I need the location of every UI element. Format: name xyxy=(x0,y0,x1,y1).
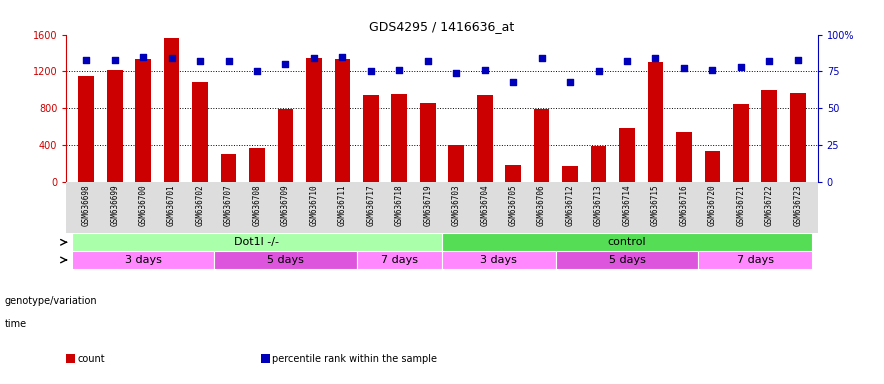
Text: GSM636707: GSM636707 xyxy=(224,184,233,226)
Point xyxy=(335,54,349,60)
Bar xyxy=(278,109,293,182)
Bar xyxy=(442,233,812,251)
Text: GSM636720: GSM636720 xyxy=(708,184,717,226)
Bar xyxy=(733,104,749,182)
Point xyxy=(80,56,94,63)
Bar xyxy=(363,95,378,182)
Point xyxy=(734,64,748,70)
Text: GSM636722: GSM636722 xyxy=(765,184,774,226)
Bar xyxy=(79,76,94,182)
Text: GSM636701: GSM636701 xyxy=(167,184,176,226)
Bar xyxy=(442,251,556,269)
Point xyxy=(591,68,606,74)
Text: GSM636704: GSM636704 xyxy=(480,184,489,226)
Bar xyxy=(790,93,805,182)
Text: GSM636718: GSM636718 xyxy=(395,184,404,226)
Point xyxy=(364,68,378,74)
Point xyxy=(449,70,463,76)
Bar xyxy=(192,83,208,182)
Point xyxy=(250,68,264,74)
Point xyxy=(762,58,776,64)
Title: GDS4295 / 1416636_at: GDS4295 / 1416636_at xyxy=(370,20,514,33)
Text: 3 days: 3 days xyxy=(481,255,517,265)
Text: time: time xyxy=(4,319,27,329)
Point xyxy=(535,55,549,61)
Text: 5 days: 5 days xyxy=(267,255,304,265)
Text: GSM636716: GSM636716 xyxy=(680,184,689,226)
Text: GSM636723: GSM636723 xyxy=(793,184,803,226)
Point xyxy=(506,79,520,85)
Point xyxy=(136,54,150,60)
Point xyxy=(477,67,492,73)
Bar xyxy=(164,38,179,182)
Bar xyxy=(221,154,236,182)
Text: 7 days: 7 days xyxy=(736,255,774,265)
Point xyxy=(421,58,435,64)
Bar xyxy=(591,146,606,182)
Text: GSM636705: GSM636705 xyxy=(508,184,518,226)
Point xyxy=(790,56,804,63)
Point xyxy=(278,61,293,67)
Bar xyxy=(306,58,322,182)
Text: 5 days: 5 days xyxy=(608,255,645,265)
Text: 7 days: 7 days xyxy=(381,255,418,265)
Bar xyxy=(214,251,356,269)
Bar xyxy=(72,251,214,269)
Point xyxy=(164,55,179,61)
Text: GSM636699: GSM636699 xyxy=(110,184,119,226)
Point xyxy=(108,56,122,63)
Bar xyxy=(448,145,464,182)
Text: GSM636714: GSM636714 xyxy=(622,184,631,226)
Text: GSM636708: GSM636708 xyxy=(253,184,262,226)
Bar xyxy=(420,103,436,182)
Text: Dot1l -/-: Dot1l -/- xyxy=(234,237,279,247)
Bar xyxy=(392,94,408,182)
Point xyxy=(620,58,634,64)
Text: count: count xyxy=(78,354,105,364)
Text: GSM636702: GSM636702 xyxy=(195,184,204,226)
Text: GSM636715: GSM636715 xyxy=(651,184,660,226)
Text: genotype/variation: genotype/variation xyxy=(4,296,97,306)
Bar xyxy=(107,70,123,182)
Text: GSM636698: GSM636698 xyxy=(81,184,91,226)
Text: GSM636709: GSM636709 xyxy=(281,184,290,226)
Text: control: control xyxy=(607,237,646,247)
Text: GSM636710: GSM636710 xyxy=(309,184,318,226)
Bar xyxy=(72,233,442,251)
Bar xyxy=(648,62,663,182)
Point xyxy=(193,58,207,64)
Bar xyxy=(135,60,151,182)
Text: GSM636712: GSM636712 xyxy=(566,184,575,226)
Bar xyxy=(506,165,521,182)
Bar xyxy=(556,251,698,269)
Text: GSM636719: GSM636719 xyxy=(423,184,432,226)
Text: percentile rank within the sample: percentile rank within the sample xyxy=(272,354,438,364)
Point xyxy=(563,79,577,85)
Bar xyxy=(334,60,350,182)
Bar xyxy=(476,95,492,182)
Bar xyxy=(761,90,777,182)
Text: GSM636721: GSM636721 xyxy=(736,184,745,226)
Text: GSM636717: GSM636717 xyxy=(366,184,376,226)
Bar xyxy=(534,109,550,182)
Point xyxy=(648,55,662,61)
Bar xyxy=(562,166,578,182)
Bar xyxy=(676,132,692,182)
Bar xyxy=(705,151,720,182)
Point xyxy=(677,65,691,71)
Point xyxy=(307,55,321,61)
Bar xyxy=(698,251,812,269)
Point xyxy=(705,67,720,73)
Text: GSM636713: GSM636713 xyxy=(594,184,603,226)
Bar xyxy=(356,251,442,269)
Bar xyxy=(619,129,635,182)
Text: GSM636700: GSM636700 xyxy=(139,184,148,226)
Text: GSM636711: GSM636711 xyxy=(338,184,347,226)
Bar xyxy=(249,148,265,182)
Text: GSM636706: GSM636706 xyxy=(537,184,546,226)
Point xyxy=(222,58,236,64)
Point xyxy=(392,67,407,73)
Text: GSM636703: GSM636703 xyxy=(452,184,461,226)
Text: 3 days: 3 days xyxy=(125,255,162,265)
